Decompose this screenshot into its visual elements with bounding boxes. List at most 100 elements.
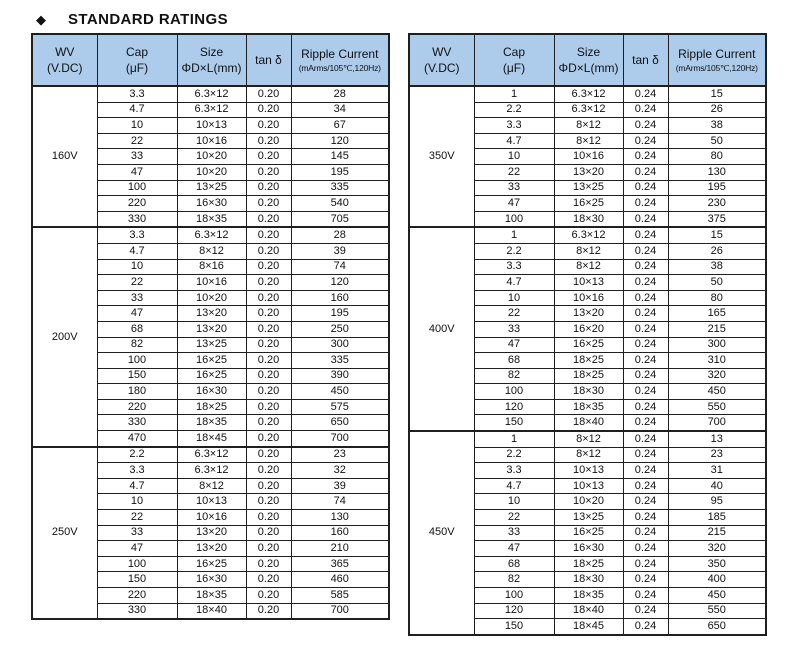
cap-cell: 47	[473, 195, 555, 212]
header-text: (mArms/105℃,120Hz)	[298, 62, 381, 73]
header-text: Cap	[125, 44, 148, 59]
ripple-cell: 31	[667, 462, 767, 479]
table-row: 10 8×16 0.20 74	[32, 258, 390, 276]
cap-cell: 47	[473, 540, 555, 557]
voltage-group-label: 400V	[408, 226, 475, 432]
cap-cell: 2.2	[473, 101, 555, 119]
table-row: 200V 3.3 6.3×12 0.20 28	[31, 226, 390, 448]
cap-cell: 22	[96, 274, 178, 291]
table-row: 100 16×25 0.20 335	[32, 352, 390, 369]
table-row: 2.2 8×12 0.24 23	[409, 446, 767, 464]
tan-cell: 0.24	[622, 163, 669, 181]
table-row: 2.2 6.3×12 0.24 26	[409, 101, 767, 119]
ripple-cell: 335	[290, 179, 390, 197]
size-cell: 18×35	[553, 398, 624, 416]
table-row: 4.7 10×13 0.24 50	[409, 274, 767, 291]
size-cell: 18×45	[553, 618, 624, 636]
tan-cell: 0.24	[622, 352, 669, 369]
size-cell: 10×16	[553, 148, 624, 165]
table-row: 100 18×30 0.24 375	[409, 210, 767, 228]
tan-cell: 0.20	[245, 320, 292, 338]
tan-cell: 0.24	[622, 274, 669, 291]
size-cell: 6.3×12	[553, 101, 624, 119]
ripple-cell: 320	[667, 367, 767, 385]
ripple-cell: 28	[290, 85, 390, 103]
tan-cell: 0.24	[622, 132, 669, 150]
cap-cell: 220	[96, 587, 178, 604]
ripple-cell: 74	[290, 258, 390, 276]
ripple-cell: 15	[667, 226, 767, 244]
size-cell: 16×30	[176, 383, 247, 400]
size-cell: 10×20	[176, 148, 247, 165]
tan-cell: 0.20	[245, 352, 292, 369]
ripple-cell: 700	[667, 414, 767, 432]
table-row: 100 18×35 0.24 450	[409, 587, 767, 604]
cap-cell: 100	[96, 352, 178, 369]
cap-cell: 1	[473, 430, 555, 448]
table-row: 150 18×40 0.24 700	[409, 414, 767, 432]
tan-cell: 0.24	[622, 336, 669, 354]
table-row: 150 18×45 0.24 650	[409, 618, 767, 636]
size-cell: 13×20	[176, 540, 247, 557]
tan-cell: 0.24	[622, 446, 669, 464]
cap-cell: 47	[96, 163, 178, 181]
tan-cell: 0.20	[245, 195, 292, 212]
cap-cell: 33	[473, 179, 555, 197]
cap-cell: 120	[473, 398, 555, 416]
table-row: 33 10×20 0.20 160	[32, 289, 390, 307]
tan-cell: 0.24	[622, 618, 669, 636]
ripple-cell: 350	[667, 555, 767, 573]
size-cell: 13×20	[553, 163, 624, 181]
ripple-cell: 80	[667, 148, 767, 165]
size-cell: 10×16	[176, 274, 247, 291]
ripple-cell: 450	[290, 383, 390, 400]
size-cell: 10×13	[553, 462, 624, 479]
ripple-cell: 28	[290, 226, 390, 244]
size-cell: 16×30	[176, 195, 247, 212]
size-cell: 13×25	[176, 336, 247, 354]
table-row: 33 16×20 0.24 215	[409, 320, 767, 338]
cap-cell: 68	[473, 352, 555, 369]
size-cell: 8×12	[553, 242, 624, 260]
size-cell: 16×30	[553, 540, 624, 557]
size-cell: 18×35	[176, 414, 247, 432]
tan-cell: 0.24	[622, 571, 669, 588]
tan-cell: 0.24	[622, 210, 669, 228]
tan-cell: 0.24	[622, 555, 669, 573]
tan-cell: 0.24	[622, 305, 669, 322]
table-row: 4.7 10×13 0.24 40	[409, 477, 767, 495]
ripple-cell: 195	[290, 163, 390, 181]
ripple-cell: 95	[667, 493, 767, 511]
cap-cell: 68	[96, 320, 178, 338]
tan-cell: 0.20	[245, 258, 292, 276]
cap-cell: 4.7	[96, 101, 178, 119]
datasheet-page: ◆ STANDARD RATINGS WV (V.DC) Cap (μF)	[31, 11, 767, 636]
voltage-group-label: 350V	[408, 85, 475, 228]
cap-cell: 82	[473, 367, 555, 385]
cap-cell: 10	[473, 289, 555, 307]
cap-cell: 220	[96, 195, 178, 212]
tan-cell: 0.24	[622, 117, 669, 134]
size-cell: 10×13	[553, 274, 624, 291]
table-row: 330 18×40 0.20 700	[32, 602, 390, 620]
tan-cell: 0.24	[622, 602, 669, 620]
col-header-size: Size ΦD×L(mm)	[176, 33, 247, 87]
size-cell: 10×20	[176, 163, 247, 181]
tan-cell: 0.24	[622, 430, 669, 448]
size-cell: 8×16	[176, 258, 247, 276]
ripple-cell: 185	[667, 509, 767, 526]
ripple-cell: 50	[667, 274, 767, 291]
size-cell: 13×25	[176, 179, 247, 197]
cap-cell: 3.3	[96, 226, 178, 244]
cap-cell: 47	[96, 540, 178, 557]
table-row: 47 10×20 0.20 195	[32, 163, 390, 181]
table-row: 450V 1 8×12 0.24 13	[408, 430, 767, 636]
size-cell: 16×25	[553, 195, 624, 212]
cap-cell: 22	[96, 509, 178, 526]
table-row: 33 13×25 0.24 195	[409, 179, 767, 197]
cap-cell: 33	[96, 289, 178, 307]
tan-cell: 0.24	[622, 179, 669, 197]
cap-cell: 100	[96, 555, 178, 573]
table-row: 220 18×25 0.20 575	[32, 398, 390, 416]
table-row: 400V 1 6.3×12 0.24 15	[408, 226, 767, 432]
